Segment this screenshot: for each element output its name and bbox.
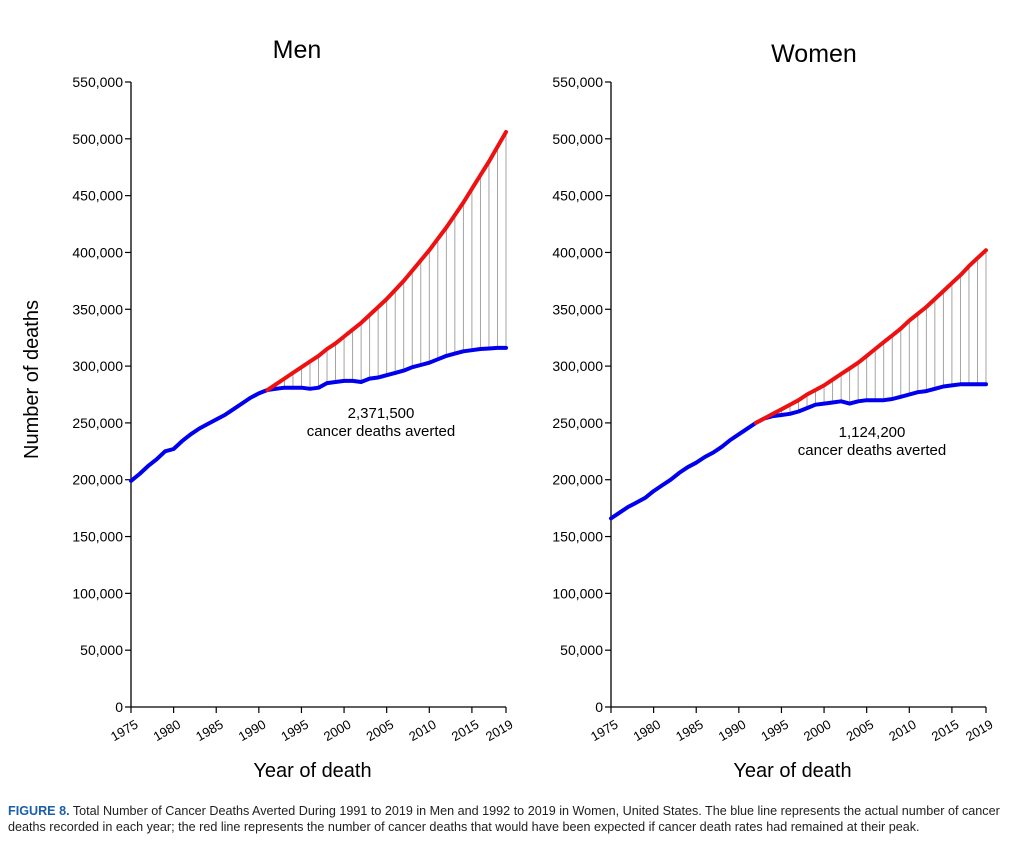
- y-tick-label: 100,000: [72, 585, 123, 601]
- y-tick-label: 300,000: [72, 358, 123, 374]
- y-tick-label: 50,000: [80, 642, 123, 658]
- averted-label: cancer deaths averted: [307, 423, 455, 440]
- x-tick-label: 2005: [844, 717, 877, 744]
- figure-label: FIGURE 8.: [8, 804, 70, 818]
- actual-deaths-line: [609, 382, 988, 521]
- y-tick-label: 0: [595, 699, 603, 715]
- x-tick-label: 2015: [449, 717, 482, 744]
- expected-deaths-line: [753, 248, 988, 425]
- y-tick-label: 150,000: [72, 529, 123, 545]
- panel-2: Women 0 50,000 100,000 150,000 200,000 250,000…: [552, 40, 995, 782]
- y-tick-label: 100,000: [552, 585, 603, 601]
- x-tick-label: 1995: [758, 717, 791, 744]
- x-tick-label: 1975: [588, 717, 621, 744]
- x-tick-label: 1990: [236, 717, 269, 744]
- y-tick-label: 550,000: [552, 74, 603, 90]
- actual-deaths-line: [129, 345, 508, 483]
- chart-title: Men: [273, 36, 322, 64]
- y-tick-label: 350,000: [552, 301, 603, 317]
- x-axis-label: Year of death: [253, 760, 371, 782]
- averted-label: cancer deaths averted: [798, 442, 946, 459]
- x-tick-label: 1975: [108, 717, 141, 744]
- x-tick-label: 1980: [151, 717, 184, 744]
- y-tick-label: 200,000: [72, 472, 123, 488]
- x-tick-label: 1980: [631, 717, 664, 744]
- y-tick-label: 50,000: [560, 642, 603, 658]
- x-axis-label: Year of death: [733, 760, 851, 782]
- y-tick-label: 500,000: [552, 131, 603, 147]
- x-tick-label: 2010: [406, 717, 439, 744]
- figure-caption-text: Total Number of Cancer Deaths Averted Du…: [8, 804, 1000, 834]
- y-tick-label: 250,000: [72, 415, 123, 431]
- y-tick-label: 200,000: [552, 472, 603, 488]
- figure-8-charts: Men Number of deaths 0 50,000 100,000 150,000…: [21, 36, 996, 782]
- y-tick-label: 150,000: [552, 529, 603, 545]
- figure-caption: FIGURE 8. Total Number of Cancer Deaths …: [8, 803, 1018, 835]
- y-tick-label: 350,000: [72, 301, 123, 317]
- y-tick-label: 500,000: [72, 131, 123, 147]
- y-axis-label: Number of deaths: [21, 300, 43, 459]
- averted-count: 1,124,200: [839, 424, 906, 441]
- x-tick-label: 1985: [673, 717, 706, 744]
- x-tick-label: 1985: [193, 717, 226, 744]
- x-tick-label: 1990: [716, 717, 749, 744]
- y-tick-label: 250,000: [552, 415, 603, 431]
- averted-count: 2,371,500: [348, 405, 415, 422]
- y-tick-label: 450,000: [72, 188, 123, 204]
- chart-title: Women: [771, 40, 857, 68]
- x-tick-label: 1995: [278, 717, 311, 744]
- y-tick-label: 400,000: [552, 244, 603, 260]
- x-tick-label: 2019: [483, 717, 516, 744]
- x-tick-label: 2000: [801, 717, 834, 744]
- x-tick-label: 2000: [321, 717, 354, 744]
- y-tick-label: 300,000: [552, 358, 603, 374]
- expected-deaths-line: [265, 130, 508, 392]
- x-tick-label: 2005: [364, 717, 397, 744]
- y-tick-label: 400,000: [72, 244, 123, 260]
- y-tick-label: 450,000: [552, 188, 603, 204]
- x-tick-label: 2010: [886, 717, 919, 744]
- x-tick-label: 2019: [963, 717, 996, 744]
- panel-1: Men Number of deaths 0 50,000 100,000 150,000…: [21, 36, 516, 782]
- y-tick-label: 550,000: [72, 74, 123, 90]
- y-tick-label: 0: [115, 699, 123, 715]
- x-tick-label: 2015: [929, 717, 962, 744]
